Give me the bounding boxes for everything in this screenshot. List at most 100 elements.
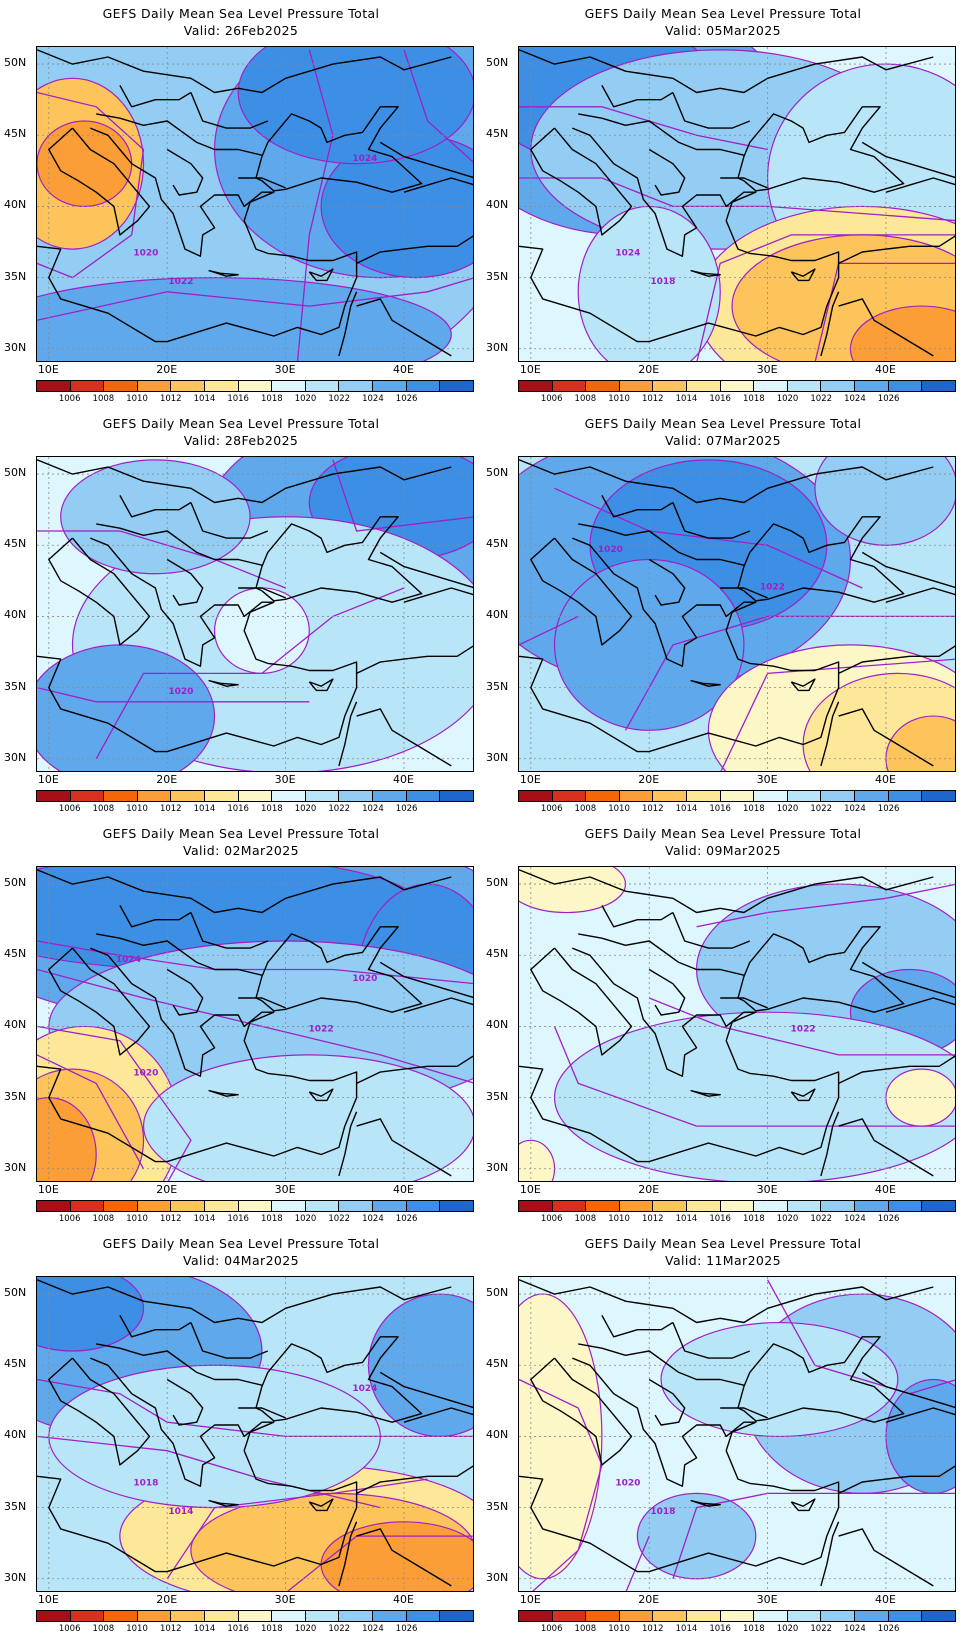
latitude-tick-label: 40N bbox=[486, 608, 509, 622]
coastline-border bbox=[308, 678, 334, 692]
coastline-border bbox=[737, 106, 905, 193]
latitude-tick-label: 50N bbox=[486, 876, 509, 890]
isobar-line bbox=[166, 1478, 428, 1580]
longitude-tick-label: 10E bbox=[519, 773, 541, 786]
colorbar-tick-label: 1026 bbox=[395, 1214, 418, 1224]
coastline-border bbox=[255, 1336, 423, 1423]
coastline-border bbox=[578, 523, 745, 566]
colorbar-tick-label: 1020 bbox=[294, 1214, 317, 1224]
colorbar-tick-label: 1008 bbox=[574, 804, 597, 814]
colorbar bbox=[36, 380, 474, 392]
coastline-border bbox=[338, 1521, 358, 1587]
colorbar-tick-label: 1018 bbox=[743, 394, 765, 404]
latitude-tick-label: 40N bbox=[4, 198, 27, 212]
longitude-tick-label: 20E bbox=[156, 1593, 178, 1606]
coastline-border bbox=[379, 141, 473, 179]
colorbar-tick-label: 1016 bbox=[709, 1214, 731, 1224]
colorbar-tick-label: 1018 bbox=[743, 804, 765, 814]
colorbar-swatch bbox=[440, 1611, 473, 1621]
colorbar-swatch bbox=[305, 1201, 340, 1211]
latitude-tick-label: 40N bbox=[486, 1428, 509, 1442]
coastline-border bbox=[530, 537, 633, 646]
coastline-border bbox=[885, 177, 955, 193]
colorbar-swatch bbox=[305, 791, 340, 801]
latitude-tick-label: 45N bbox=[4, 1357, 27, 1371]
coastline-border bbox=[255, 106, 423, 193]
coastline-border bbox=[356, 298, 452, 357]
coastline-border bbox=[208, 679, 239, 687]
map-svg: 1024 1022 1020 1020 bbox=[37, 867, 473, 1181]
colorbar-swatch bbox=[855, 791, 889, 801]
colorbar-tick-label: 1006 bbox=[58, 1624, 81, 1634]
colorbar-tick-label: 1020 bbox=[294, 804, 317, 814]
coastline-border bbox=[690, 679, 721, 687]
colorbar-swatch bbox=[205, 1201, 239, 1211]
latitude-tick-label: 50N bbox=[4, 1286, 27, 1300]
coastline-border bbox=[308, 268, 334, 282]
pressure-map: 1024 1018 bbox=[518, 46, 956, 362]
colorbar-swatch bbox=[272, 381, 306, 391]
colorbar-swatch bbox=[552, 1201, 587, 1211]
coastline-border bbox=[119, 1315, 192, 1338]
coastline-border bbox=[672, 912, 751, 949]
colorbar-swatch bbox=[37, 1201, 71, 1211]
colorbar-swatch bbox=[586, 1201, 620, 1211]
colorbar-swatch bbox=[205, 791, 239, 801]
colorbar-swatch bbox=[37, 1611, 71, 1621]
colorbar-tick-label: 1010 bbox=[126, 1624, 148, 1634]
isobar-line bbox=[519, 615, 579, 646]
colorbar-tick-label: 1026 bbox=[877, 804, 900, 814]
colorbar-tick-label: 1010 bbox=[608, 394, 630, 404]
latitude-tick-label: 35N bbox=[4, 1089, 27, 1103]
colorbar-tick-label: 1026 bbox=[395, 804, 418, 814]
coastline-border bbox=[530, 947, 633, 1056]
colorbar bbox=[518, 790, 956, 802]
colorbar-swatch bbox=[821, 381, 856, 391]
coastline-border bbox=[403, 177, 473, 193]
colorbar-swatch bbox=[687, 1201, 721, 1211]
latitude-tick-label: 30N bbox=[4, 1570, 27, 1584]
colorbar-tick-label: 1006 bbox=[540, 1624, 563, 1634]
colorbar-tick-label: 1006 bbox=[58, 394, 81, 404]
map-panel: GEFS Daily Mean Sea Level Pressure Total… bbox=[482, 1230, 964, 1640]
colorbar-tick-label: 1016 bbox=[709, 804, 731, 814]
pressure-map: 1024 1022 1020 1020 bbox=[36, 866, 474, 1182]
colorbar-swatch bbox=[653, 1201, 688, 1211]
latitude-tick-label: 50N bbox=[486, 466, 509, 480]
colorbar-tick-label: 1010 bbox=[126, 1214, 148, 1224]
colorbar-swatch bbox=[272, 1201, 306, 1211]
colorbar-swatch bbox=[922, 1201, 955, 1211]
colorbar-tick-label: 1008 bbox=[574, 1624, 597, 1634]
colorbar bbox=[36, 1610, 474, 1622]
colorbar-tick-label: 1020 bbox=[776, 1624, 799, 1634]
colorbar-swatch bbox=[754, 1201, 788, 1211]
coastline-border bbox=[519, 1279, 934, 1324]
coastline-border bbox=[820, 291, 840, 357]
colorbar-tick-label: 1024 bbox=[844, 1624, 866, 1634]
colorbar-tick-label: 1022 bbox=[810, 1624, 833, 1634]
coastline-border bbox=[338, 291, 358, 357]
coastline-border bbox=[379, 961, 473, 999]
coastline-border bbox=[190, 92, 269, 129]
coastline-border bbox=[838, 1055, 955, 1085]
isobar-value-label: 1024 bbox=[615, 249, 640, 259]
map-panel: GEFS Daily Mean Sea Level Pressure Total… bbox=[0, 410, 482, 820]
coastline-border bbox=[166, 968, 204, 1016]
coastline-border bbox=[208, 1499, 239, 1507]
latitude-tick-label: 40N bbox=[4, 1428, 27, 1442]
isobar-line bbox=[553, 1026, 955, 1127]
coastline-border bbox=[356, 1055, 473, 1085]
longitude-tick-label: 20E bbox=[638, 1593, 660, 1606]
colorbar-swatch bbox=[687, 381, 721, 391]
pressure-map: 1024 1018 1014 bbox=[36, 1276, 474, 1592]
colorbar-swatch bbox=[339, 1611, 374, 1621]
latitude-tick-label: 40N bbox=[4, 608, 27, 622]
longitude-tick-label: 20E bbox=[638, 773, 660, 786]
coastline-border bbox=[720, 1407, 768, 1419]
colorbar-tick-label: 1014 bbox=[193, 394, 216, 404]
colorbar-tick-label: 1016 bbox=[709, 1624, 731, 1634]
coastline-border bbox=[838, 1118, 934, 1177]
coastline-border bbox=[861, 961, 955, 999]
colorbar-swatch bbox=[70, 381, 105, 391]
coastline-border bbox=[96, 1343, 263, 1386]
